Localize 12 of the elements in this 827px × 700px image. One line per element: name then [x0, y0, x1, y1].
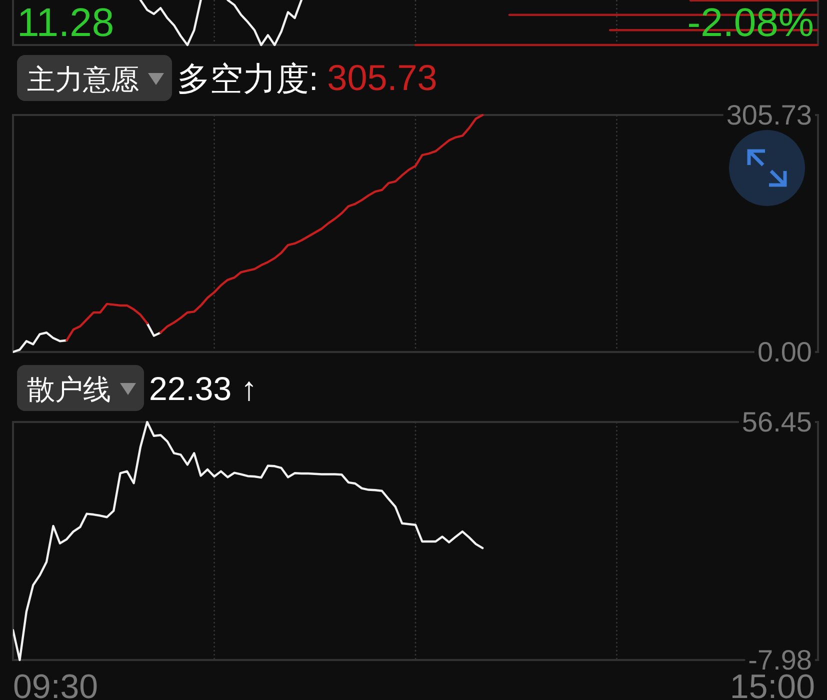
y-tick-label: -7.98	[748, 644, 812, 676]
text: 305.73	[327, 57, 438, 98]
chart-title: 主力意愿	[27, 64, 139, 95]
y-tick-label: 305.73	[726, 100, 812, 130]
chart-subtitle: 多空力度:	[177, 60, 318, 97]
y-tick-label: 0.00	[758, 336, 812, 368]
line-series	[13, 420, 484, 662]
text: 09:30	[13, 668, 98, 700]
annotation: 11.28	[17, 1, 114, 45]
chart-subtitle: 22.33 ↑	[149, 370, 258, 407]
chart-title: 散户线	[27, 374, 111, 405]
y-tick-label: 56.45	[742, 406, 812, 438]
